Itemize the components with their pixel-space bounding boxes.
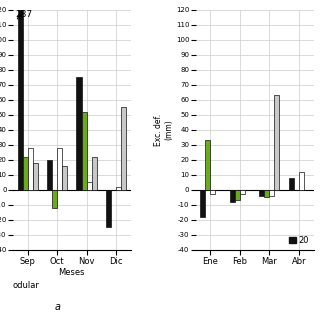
- Legend: 20: 20: [288, 235, 309, 245]
- Bar: [121, 107, 126, 189]
- Y-axis label: Exc. def.
(mm): Exc. def. (mm): [154, 114, 173, 146]
- Bar: [52, 189, 57, 208]
- Bar: [106, 189, 111, 227]
- Bar: [235, 189, 240, 200]
- Bar: [240, 189, 245, 194]
- Bar: [47, 160, 52, 189]
- Bar: [116, 187, 121, 189]
- Bar: [274, 95, 279, 189]
- Bar: [28, 148, 33, 189]
- Text: odular: odular: [13, 281, 40, 290]
- Bar: [210, 189, 215, 194]
- Bar: [299, 172, 304, 189]
- Bar: [259, 189, 264, 196]
- Bar: [76, 77, 82, 189]
- Bar: [200, 189, 205, 217]
- Bar: [269, 189, 274, 196]
- Bar: [33, 163, 37, 189]
- Bar: [86, 182, 92, 189]
- Bar: [57, 148, 62, 189]
- Bar: [92, 156, 97, 189]
- Bar: [18, 0, 22, 189]
- Bar: [264, 189, 269, 197]
- Bar: [62, 166, 67, 189]
- Bar: [289, 178, 294, 189]
- Bar: [230, 189, 235, 202]
- Text: 287: 287: [15, 10, 32, 19]
- Bar: [22, 156, 28, 189]
- Bar: [82, 112, 86, 189]
- Text: a: a: [55, 302, 61, 312]
- Bar: [205, 140, 210, 189]
- X-axis label: Meses: Meses: [59, 268, 85, 276]
